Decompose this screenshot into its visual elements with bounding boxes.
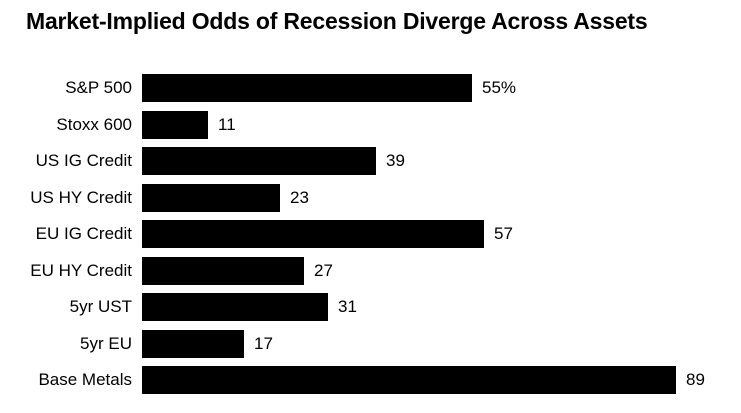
category-label: 5yr UST (69, 297, 132, 316)
category-label: US IG Credit (35, 151, 132, 170)
category-label: US HY Credit (30, 187, 132, 207)
bar-row: Base Metals 89 (0, 366, 741, 394)
chart-title: Market-Implied Odds of Recession Diverge… (26, 8, 648, 34)
value-label: 23 (290, 187, 309, 207)
bar (142, 366, 676, 394)
bar (142, 220, 484, 248)
value-label: 55% (482, 78, 517, 97)
value-label: 31 (338, 297, 357, 316)
value-label: 17 (254, 333, 273, 353)
value-label: 27 (314, 260, 333, 280)
category-label: Base Metals (38, 370, 132, 389)
value-label: 57 (494, 224, 513, 243)
category-label: EU IG Credit (35, 224, 132, 243)
category-label: S&P 500 (65, 78, 132, 97)
bar (142, 74, 472, 102)
bar (142, 147, 376, 175)
value-label: 39 (386, 151, 405, 170)
category-label: EU HY Credit (30, 260, 132, 280)
bar (142, 110, 208, 139)
category-label: Stoxx 600 (56, 114, 132, 134)
bar-chart: S&P 500 55% Stoxx 600 11 US IG Credit 39… (0, 74, 741, 394)
bar-row: EU IG Credit 57 (0, 220, 741, 248)
bar-row: S&P 500 55% (0, 74, 741, 102)
bar-row: EU HY Credit 27 (0, 256, 741, 285)
bar (142, 256, 304, 285)
bar (142, 183, 280, 212)
bar-row: 5yr EU 17 (0, 329, 741, 358)
value-label: 89 (686, 370, 705, 389)
bar-row: US IG Credit 39 (0, 147, 741, 175)
bar (142, 329, 244, 358)
bar-row: 5yr UST 31 (0, 293, 741, 321)
bar-row: Stoxx 600 11 (0, 110, 741, 139)
category-label: 5yr EU (80, 333, 132, 353)
bar (142, 293, 328, 321)
bar-row: US HY Credit 23 (0, 183, 741, 212)
value-label: 11 (218, 114, 236, 134)
